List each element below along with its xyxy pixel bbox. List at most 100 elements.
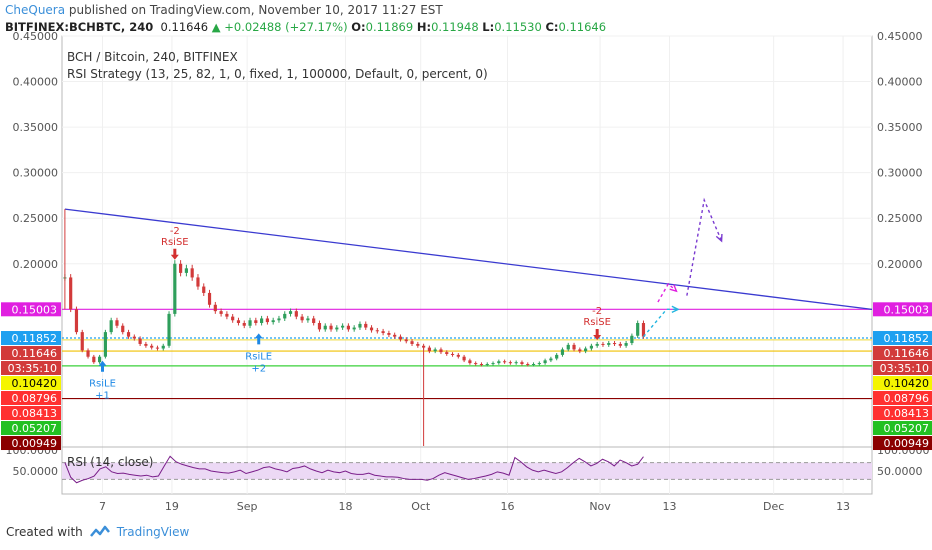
- candle-body: [213, 304, 217, 312]
- candle-body: [566, 344, 570, 350]
- chart-title: BCH / Bitcoin, 240, BITFINEX: [67, 50, 238, 64]
- y-tick-right: 0.40000: [877, 76, 923, 89]
- candle-body: [393, 334, 397, 337]
- candle-body: [549, 358, 553, 361]
- candle-body: [387, 333, 391, 335]
- y-tick-right: 0.25000: [877, 212, 923, 225]
- projection-path: [657, 282, 677, 303]
- rsi-legend: RSI (14, close): [67, 455, 153, 469]
- tradingview-brand[interactable]: TradingView: [116, 525, 190, 539]
- signal-qty: -2: [592, 306, 602, 317]
- published-text: published on TradingView.com, November 1…: [68, 3, 443, 17]
- price-label-text: 0.11852: [12, 332, 58, 345]
- candle-body: [242, 323, 246, 326]
- candle-body: [294, 311, 298, 317]
- x-tick: 13: [663, 500, 677, 513]
- tradingview-logo-icon: [89, 525, 110, 537]
- candle-body: [589, 345, 593, 349]
- last-price: 0.11646: [160, 20, 209, 34]
- x-tick: 18: [339, 500, 353, 513]
- price-label-text: 0.11852: [884, 332, 930, 345]
- candle-body: [236, 320, 241, 323]
- signal-label: RsiLE: [245, 351, 272, 362]
- candle-body: [398, 336, 403, 340]
- high-label: H:: [416, 20, 432, 34]
- y-tick-left: 0.25000: [13, 212, 59, 225]
- candle-body: [375, 330, 379, 332]
- candle-body: [479, 364, 484, 365]
- candle-body: [138, 338, 142, 344]
- price-label-box: [1, 346, 61, 361]
- x-tick: 19: [165, 500, 179, 513]
- candle-body: [103, 332, 107, 357]
- candle-body: [433, 349, 437, 352]
- candle-body: [416, 343, 420, 346]
- candle-body: [630, 335, 634, 344]
- candle-body: [497, 361, 501, 364]
- candle-body: [109, 320, 113, 333]
- signal-label: RsiSE: [161, 237, 189, 248]
- candle-body: [179, 263, 183, 273]
- candle-body: [306, 318, 310, 321]
- price-label-text: 03:35:10: [880, 362, 929, 375]
- candle-body: [358, 323, 362, 328]
- candle-body: [323, 325, 327, 330]
- candle-body: [271, 320, 275, 323]
- price-label-text: 0.11646: [884, 347, 930, 360]
- candle-body: [260, 318, 264, 323]
- price-label-box: [1, 406, 61, 421]
- candle-body: [450, 353, 455, 355]
- right-price-axis[interactable]: 0.45000 0.40000 0.35000 0.30000 0.25000 0.200…: [873, 30, 932, 478]
- projection-arrows: [642, 197, 723, 338]
- candle-body: [196, 277, 200, 287]
- candle-body: [202, 286, 206, 293]
- candle-body: [364, 323, 368, 328]
- projection-path: [642, 308, 679, 338]
- candle-body: [80, 332, 84, 351]
- price-label-box: [1, 302, 61, 317]
- projection-path: [686, 197, 723, 296]
- y-tick-left: 0.40000: [13, 76, 59, 89]
- candle-body: [173, 263, 177, 314]
- price-label-text: 03:35:10: [8, 362, 57, 375]
- signal-qty: -2: [170, 226, 180, 237]
- y-tick-right: 0.35000: [877, 121, 923, 134]
- time-axis[interactable]: 7 19 Sep 18 Oct 16 Nov 13 Dec 13: [99, 500, 850, 513]
- long-arrow-icon: [254, 333, 263, 345]
- publisher-name[interactable]: CheQuera: [5, 3, 66, 17]
- open-value: 0.11869: [365, 20, 414, 34]
- candle-body: [277, 318, 281, 321]
- candle-body: [254, 320, 258, 323]
- x-tick: Sep: [237, 500, 258, 513]
- candle-body: [155, 347, 160, 349]
- publish-info: CheQuera published on TradingView.com, N…: [5, 3, 443, 17]
- trendline[interactable]: [64, 208, 873, 310]
- rsi-tick-left: 50.0000: [13, 465, 59, 478]
- y-tick-left: 0.45000: [13, 30, 59, 43]
- candle-body: [132, 336, 136, 339]
- price-label-box: [873, 346, 932, 361]
- x-tick: 7: [99, 500, 106, 513]
- candle-body: [485, 364, 489, 365]
- candle-body: [531, 364, 536, 365]
- left-price-axis[interactable]: 0.45000 0.40000 0.35000 0.30000 0.25000 0.200…: [1, 30, 61, 478]
- candle-body: [543, 360, 547, 364]
- signal-qty: +1: [95, 391, 110, 402]
- close-label: C:: [545, 20, 559, 34]
- candle-body: [150, 345, 154, 348]
- price-label-text: 0.15003: [884, 303, 930, 316]
- ohlc-bar: BITFINEX:BCHBTC, 240 0.11646 ▲ +0.02488 …: [5, 20, 606, 34]
- price-label-box: [873, 331, 932, 346]
- candle-body: [69, 277, 73, 310]
- price-label-text: 0.15003: [12, 303, 58, 316]
- y-tick-left: 0.35000: [13, 121, 59, 134]
- grid: [62, 35, 872, 494]
- short-arrow-icon: [593, 328, 602, 340]
- price-label-box: [873, 436, 932, 451]
- up-arrow-icon: ▲: [211, 20, 221, 34]
- price-label-text: 0.10420: [884, 377, 930, 390]
- x-tick: Dec: [763, 500, 784, 513]
- projection-arrowhead: [715, 233, 723, 243]
